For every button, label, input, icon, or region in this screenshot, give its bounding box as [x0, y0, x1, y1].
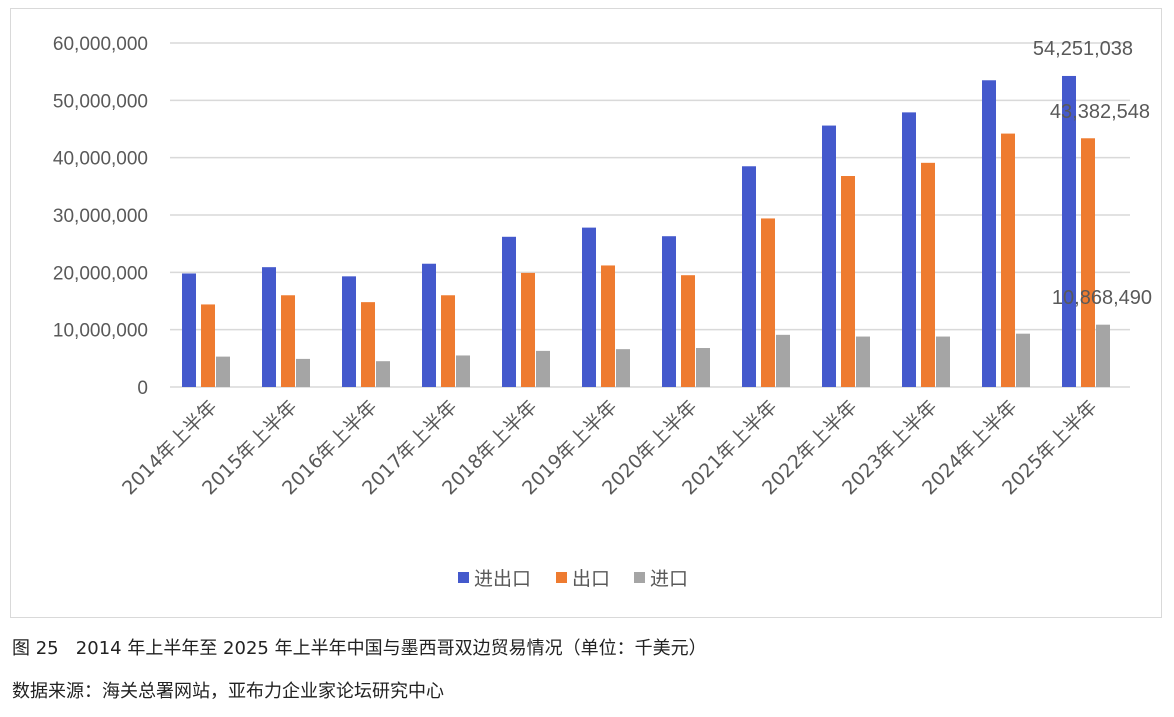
bar-进出口: [182, 273, 196, 387]
bar-进出口: [502, 236, 516, 387]
bar-进口: [456, 355, 470, 387]
bar-进口: [856, 336, 870, 387]
bar-进出口: [262, 267, 276, 387]
bar-进口: [1096, 324, 1110, 387]
y-tick-label: 0: [137, 378, 148, 399]
y-tick-label: 40,000,000: [53, 149, 148, 170]
bar-进出口: [742, 166, 756, 387]
bar-出口: [601, 265, 615, 387]
data-label: 43,382,548: [1050, 101, 1150, 123]
bar-进口: [536, 350, 550, 387]
y-tick-label: 30,000,000: [53, 206, 148, 227]
bar-出口: [521, 272, 535, 387]
bar-出口: [841, 176, 855, 387]
bar-进出口: [902, 112, 916, 387]
bar-chart: 0 10,000,000 20,000,000 30,000,000 40,000,00…: [53, 34, 1152, 590]
bar-出口: [281, 295, 295, 387]
data-label: 54,251,038: [1033, 38, 1133, 60]
bar-进口: [296, 358, 310, 387]
y-tick-label: 10,000,000: [53, 321, 148, 342]
legend-label: 出口: [572, 568, 610, 590]
bar-进出口: [662, 236, 676, 387]
data-label: 10,868,490: [1052, 287, 1152, 309]
bar-进口: [776, 334, 790, 387]
bar-出口: [361, 302, 375, 387]
bar-出口: [1001, 133, 1015, 387]
bar-进出口: [342, 276, 356, 387]
bar-出口: [761, 218, 775, 387]
bar-进出口: [422, 263, 436, 387]
y-tick-label: 50,000,000: [53, 91, 148, 112]
legend-swatch: [634, 572, 645, 583]
bar-出口: [681, 275, 695, 387]
bar-出口: [921, 162, 935, 387]
bar-进出口: [1062, 75, 1076, 387]
legend-swatch: [458, 572, 469, 583]
legend-swatch: [556, 572, 567, 583]
bar-进出口: [822, 125, 836, 387]
data-source: 数据来源：海关总署网站，亚布力企业家论坛研究中心: [12, 681, 444, 702]
bar-进口: [936, 336, 950, 387]
bar-进口: [376, 361, 390, 387]
figure-caption: 图 25 2014 年上半年至 2025 年上半年中国与墨西哥双边贸易情况（单位…: [12, 638, 707, 659]
legend-label: 进出口: [474, 568, 531, 590]
legend-label: 进口: [650, 568, 688, 590]
bar-进口: [216, 356, 230, 387]
bar-进出口: [582, 227, 596, 387]
y-tick-label: 60,000,000: [53, 34, 148, 55]
bar-进口: [1016, 333, 1030, 387]
bar-进口: [696, 348, 710, 387]
bar-出口: [1081, 138, 1095, 387]
bar-出口: [441, 295, 455, 387]
y-tick-label: 20,000,000: [53, 263, 148, 284]
bar-进出口: [982, 80, 996, 388]
bar-进口: [616, 349, 630, 387]
bar-出口: [201, 304, 215, 387]
